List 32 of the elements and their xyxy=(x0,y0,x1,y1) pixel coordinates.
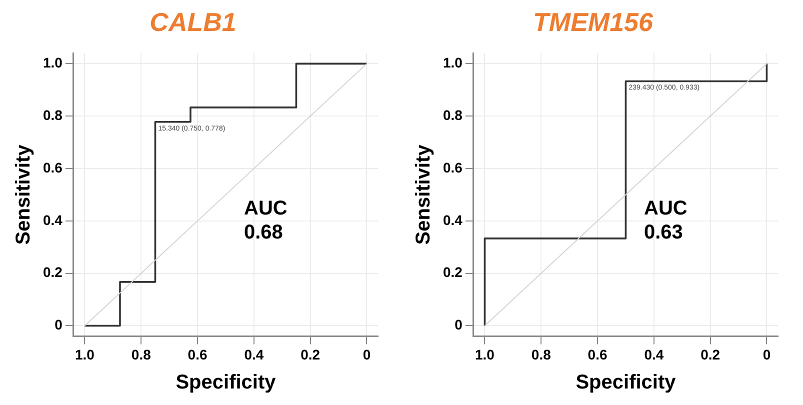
y-tick-label: 0.8 xyxy=(42,106,63,123)
y-tick-label: 0.2 xyxy=(42,264,63,280)
y-tick-label: 0.6 xyxy=(42,159,63,176)
x-tick-label: 0.6 xyxy=(588,346,608,362)
x-axis-title: Specificity xyxy=(176,372,277,394)
y-tick-label: 0.6 xyxy=(442,159,463,176)
x-tick-label: 1.0 xyxy=(75,346,95,362)
y-tick-label: 0.4 xyxy=(42,212,63,228)
x-tick-label: 0 xyxy=(362,346,371,362)
chart-title: CALB1 xyxy=(150,6,236,37)
y-tick-label: 0.8 xyxy=(442,106,463,123)
y-axis-title: Sensitivity xyxy=(412,144,435,245)
x-tick-label: 0.4 xyxy=(244,346,264,362)
y-tick-label: 0.2 xyxy=(442,264,463,280)
x-tick-label: 0.2 xyxy=(300,346,320,362)
x-tick-label: 0.2 xyxy=(700,346,720,362)
x-tick-label: 0 xyxy=(762,346,771,362)
x-tick-label: 0.8 xyxy=(131,346,152,362)
x-tick-label: 0.4 xyxy=(644,346,664,362)
y-tick-label: 0 xyxy=(454,316,463,333)
y-axis-title: Sensitivity xyxy=(12,144,35,245)
y-tick-label: 1.0 xyxy=(442,54,463,71)
x-tick-label: 1.0 xyxy=(475,346,495,362)
y-tick-label: 0 xyxy=(54,316,63,333)
y-tick-label: 1.0 xyxy=(42,54,63,71)
annotation: AUC 0.63 xyxy=(644,197,688,244)
x-tick-label: 0.8 xyxy=(531,346,552,362)
x-axis-title: Specificity xyxy=(576,372,677,394)
annotation: AUC 0.68 xyxy=(244,197,288,244)
chart-title: TMEM156 xyxy=(533,6,654,37)
x-tick-label: 0.6 xyxy=(188,346,208,362)
y-tick-label: 0.4 xyxy=(442,212,463,228)
